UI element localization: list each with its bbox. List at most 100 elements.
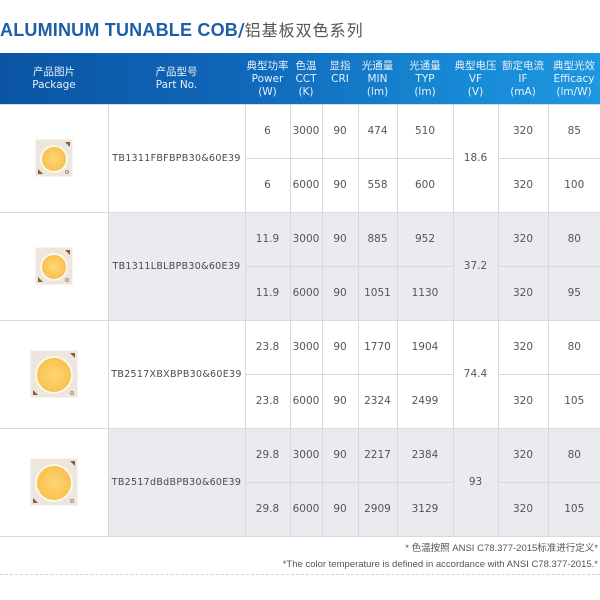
- flux-min-cell: 885: [357, 211, 398, 267]
- part-number: TB2517dBdBPB30&60E39: [107, 427, 246, 537]
- cri-cell: 90: [321, 481, 359, 537]
- column-header-flux-typ: 光通量 TYP (lm): [409, 59, 441, 98]
- column-header-power: 典型功率 Power (W): [246, 59, 289, 98]
- cri-cell: 90: [321, 319, 359, 375]
- efficacy-cell: 95: [547, 265, 600, 321]
- package-image-cell: [0, 211, 109, 321]
- if-cell: 320: [497, 373, 549, 429]
- flux-typ-cell: 1904: [396, 319, 454, 375]
- column-header-efficacy: 典型光效 Efficacy (lm/W): [553, 59, 595, 98]
- vf-cell: 18.6: [452, 103, 499, 213]
- cri-cell: 90: [321, 427, 359, 483]
- table-row: 11.9 6000 90 1051 1130 320 95: [0, 265, 600, 321]
- flux-typ-cell: 3129: [396, 481, 454, 537]
- vf-cell: 37.2: [452, 211, 499, 321]
- page-title: ALUMINUM TUNABLE COB/铝基板双色系列: [0, 18, 364, 42]
- power-cell: 29.8: [244, 427, 291, 483]
- if-cell: 320: [497, 481, 549, 537]
- efficacy-cell: 85: [547, 103, 600, 159]
- footnotes: * 色温按照 ANSI C78.377-2015标准进行定义* *The col…: [283, 541, 598, 573]
- efficacy-cell: 80: [547, 427, 600, 483]
- cob-chip-small-icon: [35, 140, 72, 176]
- power-cell: 23.8: [244, 319, 291, 375]
- power-cell: 6: [244, 157, 291, 213]
- cob-chip-large-icon: [30, 351, 77, 397]
- vf-cell: 74.4: [452, 319, 499, 429]
- efficacy-cell: 80: [547, 319, 600, 375]
- efficacy-cell: 105: [547, 481, 600, 537]
- power-cell: 23.8: [244, 373, 291, 429]
- flux-typ-cell: 600: [396, 157, 454, 213]
- cct-cell: 3000: [289, 319, 323, 375]
- title-english: ALUMINUM TUNABLE COB: [0, 20, 238, 40]
- if-cell: 320: [497, 157, 549, 213]
- power-cell: 6: [244, 103, 291, 159]
- title-chinese: 铝基板双色系列: [244, 21, 364, 40]
- part-number: TB2517XBXBPB30&60E39: [107, 319, 246, 429]
- spec-table: 产品图片 Package 产品型号 Part No. 典型功率 Power (W) 色温…: [0, 53, 600, 537]
- package-image-cell: [0, 103, 109, 213]
- flux-typ-cell: 2384: [396, 427, 454, 483]
- efficacy-cell: 80: [547, 211, 600, 267]
- cct-cell: 6000: [289, 481, 323, 537]
- efficacy-cell: 100: [547, 157, 600, 213]
- flux-typ-cell: 2499: [396, 373, 454, 429]
- package-image-cell: [0, 319, 109, 429]
- if-cell: 320: [497, 427, 549, 483]
- title-separator: /: [237, 20, 245, 41]
- footnote-english: *The color temperature is defined in acc…: [282, 559, 598, 570]
- cri-cell: 90: [321, 103, 359, 159]
- efficacy-cell: 105: [547, 373, 600, 429]
- power-cell: 11.9: [244, 211, 291, 267]
- footnote-chinese: * 色温按照 ANSI C78.377-2015标准进行定义*: [405, 543, 598, 554]
- if-cell: 320: [497, 319, 549, 375]
- flux-min-cell: 1770: [357, 319, 398, 375]
- table-row: TB1311LBLBPB30&60E39 11.9 3000 90 885 95…: [0, 211, 600, 321]
- cct-cell: 3000: [289, 103, 323, 159]
- column-header-part-no: 产品型号 Part No.: [155, 66, 198, 92]
- column-header-flux-min: 光通量 MIN (lm): [361, 59, 394, 98]
- cct-cell: 6000: [289, 157, 323, 213]
- flux-typ-cell: 510: [396, 103, 454, 159]
- flux-min-cell: 2217: [357, 427, 398, 483]
- cri-cell: 90: [321, 211, 359, 267]
- column-header-package: 产品图片 Package: [32, 66, 76, 92]
- cob-chip-small-icon: [35, 248, 72, 284]
- column-header-cct: 色温 CCT (K): [295, 59, 317, 98]
- flux-min-cell: 1051: [357, 265, 398, 321]
- column-header-if: 额定电流 IF (mA): [502, 59, 544, 98]
- cct-cell: 3000: [289, 427, 323, 483]
- if-cell: 320: [497, 211, 549, 267]
- dashed-divider: [0, 574, 600, 575]
- cob-chip-large-icon: [30, 459, 77, 505]
- table-row: 6 6000 90 558 600 320 100: [0, 157, 600, 213]
- cri-cell: 90: [321, 373, 359, 429]
- power-cell: 29.8: [244, 481, 291, 537]
- table-row: 23.8 6000 90 2324 2499 320 105: [0, 373, 600, 429]
- table-row: TB2517dBdBPB30&60E39 29.8 3000 90 2217 2…: [0, 427, 600, 537]
- package-image-cell: [0, 427, 109, 537]
- flux-min-cell: 474: [357, 103, 398, 159]
- column-header-vf: 典型电压 VF (V): [454, 59, 497, 98]
- flux-min-cell: 558: [357, 157, 398, 213]
- column-header-cri: 显指 CRI: [329, 59, 351, 85]
- flux-min-cell: 2909: [357, 481, 398, 537]
- table-row: TB2517XBXBPB30&60E39 23.8 3000 90 1770 1…: [0, 319, 600, 429]
- flux-min-cell: 2324: [357, 373, 398, 429]
- power-cell: 11.9: [244, 265, 291, 321]
- table-header-row: 产品图片 Package 产品型号 Part No. 典型功率 Power (W) 色温…: [0, 53, 600, 104]
- flux-typ-cell: 952: [396, 211, 454, 267]
- cri-cell: 90: [321, 157, 359, 213]
- cct-cell: 6000: [289, 373, 323, 429]
- if-cell: 320: [497, 265, 549, 321]
- if-cell: 320: [497, 103, 549, 159]
- cri-cell: 90: [321, 265, 359, 321]
- flux-typ-cell: 1130: [396, 265, 454, 321]
- part-number: TB1311LBLBPB30&60E39: [107, 211, 246, 321]
- cct-cell: 6000: [289, 265, 323, 321]
- table-row: 29.8 6000 90 2909 3129 320 105: [0, 481, 600, 537]
- cct-cell: 3000: [289, 211, 323, 267]
- part-number: TB1311FBFBPB30&60E39: [107, 103, 246, 213]
- table-row: TB1311FBFBPB30&60E39 6 3000 90 474 510 1…: [0, 103, 600, 213]
- vf-cell: 93: [452, 427, 499, 537]
